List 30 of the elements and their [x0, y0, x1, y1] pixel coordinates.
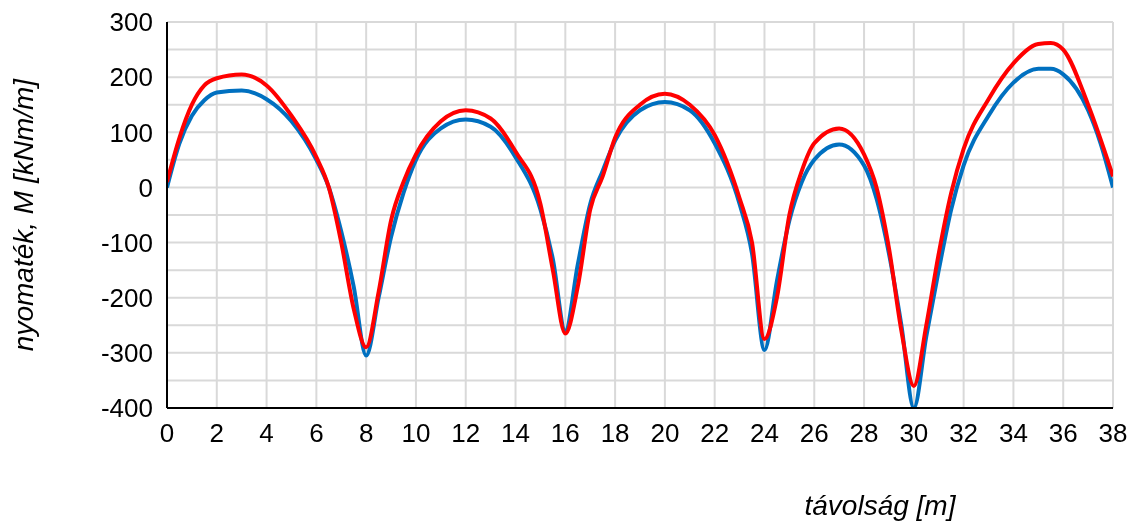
y-tick-label: 200	[109, 62, 153, 93]
x-tick-label: 26	[799, 418, 829, 449]
x-tick-label: 12	[451, 418, 481, 449]
x-tick-label: 2	[209, 418, 225, 449]
x-tick-label: 36	[1048, 418, 1078, 449]
y-tick-label: 300	[109, 7, 153, 38]
x-tick-label: 6	[309, 418, 324, 449]
x-tick-label: 8	[358, 418, 374, 449]
y-axis-title: nyomaték, M [kNm/m]	[7, 77, 39, 352]
x-axis-title: távolság [m]	[803, 490, 957, 522]
x-tick-label: 24	[750, 418, 779, 449]
x-tick-label: 20	[650, 418, 680, 449]
y-tick-label: 0	[138, 172, 153, 203]
x-tick-label: 18	[600, 418, 630, 449]
x-tick-label: 16	[550, 418, 580, 449]
x-tick-label: 38	[1098, 418, 1128, 449]
y-tick-label: -300	[100, 338, 153, 369]
x-tick-label: 30	[899, 418, 929, 449]
y-tick-label: -200	[100, 282, 153, 313]
x-tick-label: 14	[501, 418, 530, 449]
y-tick-label: -100	[100, 227, 153, 258]
y-tick-label: -400	[100, 393, 153, 424]
x-tick-label: 28	[849, 418, 879, 449]
y-tick-label: 100	[109, 117, 153, 148]
x-tick-label: 32	[949, 418, 979, 449]
x-tick-label: 4	[259, 418, 274, 449]
x-tick-label: 34	[998, 418, 1028, 449]
x-tick-label: 0	[159, 418, 175, 449]
x-tick-label: 22	[700, 418, 730, 449]
x-tick-label: 10	[401, 418, 431, 449]
